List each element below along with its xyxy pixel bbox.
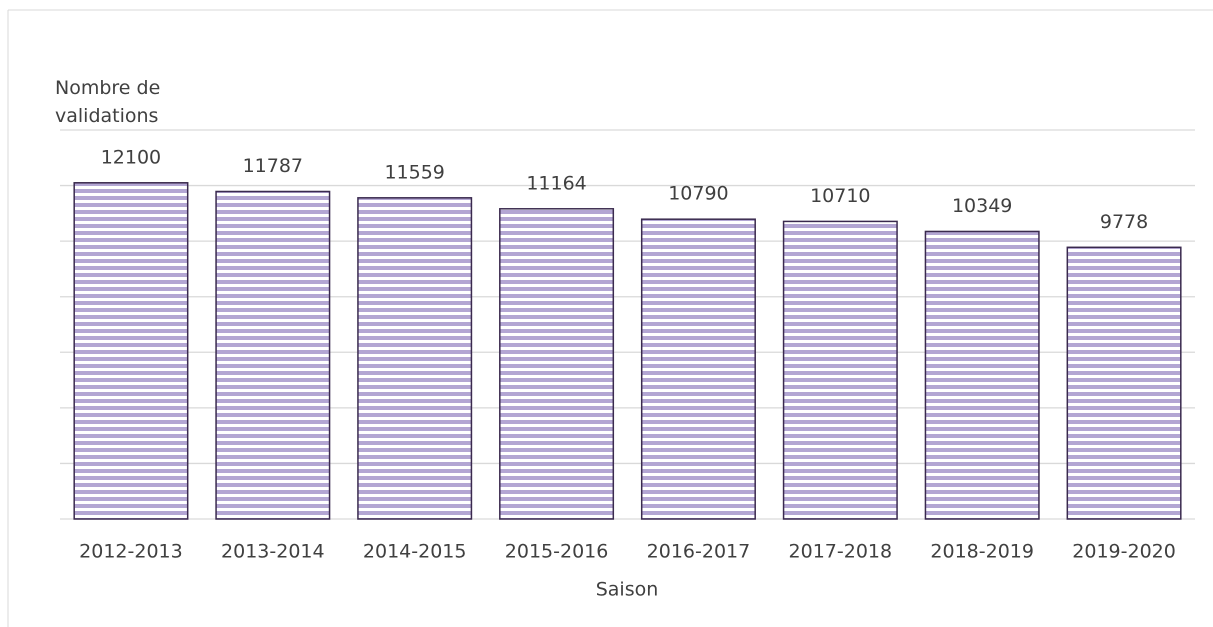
data-label: 12100 bbox=[101, 146, 161, 168]
x-tick-label: 2017-2018 bbox=[789, 541, 893, 563]
data-label: 11787 bbox=[243, 155, 303, 177]
bar bbox=[1066, 246, 1182, 520]
x-tick-label: 2019-2020 bbox=[1072, 541, 1176, 563]
data-label: 10790 bbox=[668, 183, 728, 205]
x-axis-label: Saison bbox=[596, 579, 659, 601]
x-tick-label: 2013-2014 bbox=[221, 541, 325, 563]
x-tick-label: 2016-2017 bbox=[647, 541, 751, 563]
data-label: 11164 bbox=[526, 172, 586, 194]
x-tick-label: 2018-2019 bbox=[930, 541, 1034, 563]
data-label: 11559 bbox=[384, 161, 444, 183]
x-tick-label: 2015-2016 bbox=[505, 541, 609, 563]
data-label: 9778 bbox=[1100, 211, 1148, 233]
y-axis-label: Nombre de validations bbox=[55, 77, 161, 127]
bar bbox=[924, 230, 1040, 520]
bar bbox=[215, 190, 331, 520]
data-label: 10349 bbox=[952, 195, 1012, 217]
data-label: 10710 bbox=[810, 185, 870, 207]
bar bbox=[499, 208, 615, 520]
bar bbox=[782, 220, 898, 520]
x-tick-label: 2014-2015 bbox=[363, 541, 467, 563]
bar bbox=[73, 182, 189, 520]
bar bbox=[357, 197, 473, 520]
x-tick-label: 2012-2013 bbox=[79, 541, 183, 563]
bar bbox=[640, 218, 756, 520]
